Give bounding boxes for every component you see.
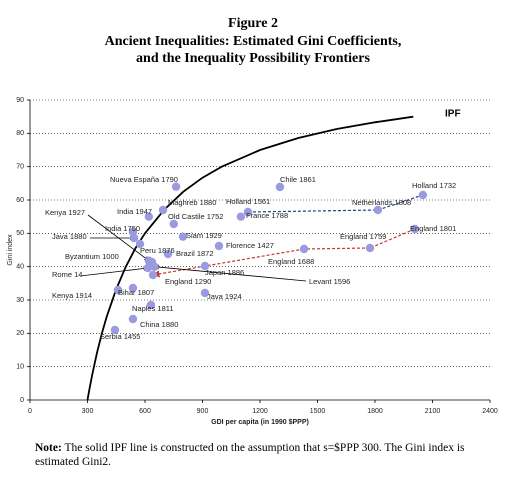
note: Note: The solid IPF line is constructed …: [35, 441, 485, 469]
trend-line: [304, 247, 371, 250]
point: [178, 232, 188, 241]
ipf-label: IPF: [445, 109, 461, 120]
point-label: Levant 1596: [309, 277, 350, 286]
point: [150, 262, 159, 271]
trend-line: [377, 194, 424, 211]
annotation-arrow: [79, 266, 149, 277]
point-label: Maghreb 1880: [168, 198, 216, 207]
point-label: Old Castile 1752: [168, 212, 223, 221]
point: [144, 212, 154, 221]
x-tick-label: 900: [197, 408, 209, 415]
point-label: England 1290: [165, 277, 211, 286]
point-label: Byzantium 1000: [65, 252, 119, 261]
y-tick-label: 40: [16, 264, 24, 271]
point: [163, 249, 173, 259]
point-label: Brazil 1872: [176, 249, 214, 258]
trend-line: [369, 228, 416, 249]
point: [143, 263, 153, 273]
point-label: Chile 1861: [280, 175, 316, 184]
trend-line: [247, 209, 378, 213]
point-label: Rome 14: [52, 270, 82, 279]
annotation-arrow: [154, 264, 307, 282]
chart-subtitle: Ancient Inequalities: Estimated Gini Coe…: [105, 34, 402, 49]
x-tick-label: 1200: [252, 408, 268, 415]
point-label: England 1801: [410, 224, 456, 233]
chart: Figure 2 Ancient Inequalities: Estimated…: [7, 16, 498, 426]
point-label: England 1688: [268, 257, 314, 266]
point: [128, 314, 138, 324]
annotation-arrow: [87, 214, 150, 261]
point: [373, 205, 383, 215]
point-label: China 1880: [140, 320, 178, 329]
y-tick-label: 50: [16, 230, 24, 237]
chart-subtitle: and the Inequality Possibility Frontiers: [136, 51, 370, 66]
point: [243, 207, 253, 217]
point-label: Serbia 1455: [100, 332, 140, 341]
point-label: Bihar 1807: [118, 288, 154, 297]
x-tick-label: 1500: [310, 408, 326, 415]
x-axis-label: GDI per capita (in 1990 $PPP): [211, 419, 309, 426]
point-label: Peru 1876: [140, 246, 175, 255]
point: [214, 241, 224, 251]
trend-line: [152, 248, 305, 278]
point-label: Netherlands 1808: [352, 198, 411, 207]
point-label: Holland 1561: [226, 197, 270, 206]
point: [418, 190, 428, 200]
x-tick-label: 300: [82, 408, 94, 415]
point-label: Java 1880: [52, 232, 87, 241]
point: [110, 325, 120, 335]
point-label: India 1750: [105, 224, 140, 233]
point: [146, 300, 156, 310]
y-tick-label: 80: [16, 130, 24, 137]
y-tick-label: 20: [16, 330, 24, 337]
point: [275, 182, 285, 192]
point-label: Kenya 1914: [52, 291, 92, 300]
y-tick-label: 70: [16, 164, 24, 171]
point-label: Japan 1886: [205, 268, 244, 277]
ipf-line: [86, 115, 414, 401]
point: [410, 224, 420, 234]
point: [129, 233, 139, 243]
point: [200, 261, 210, 271]
y-axis-label: Gini index: [7, 234, 14, 266]
point-label: Florence 1427: [226, 241, 274, 250]
point: [128, 283, 138, 293]
x-tick-label: 2400: [482, 408, 498, 415]
note-label: Note:: [35, 442, 62, 454]
x-tick-label: 2100: [425, 408, 441, 415]
point-label: Kenya 1927: [45, 208, 85, 217]
point-label: Nueva España 1790: [110, 175, 178, 184]
point: [236, 212, 246, 221]
y-tick-label: 10: [16, 364, 24, 371]
y-tick-label: 0: [20, 397, 24, 404]
point: [158, 205, 168, 215]
y-tick-label: 30: [16, 297, 24, 304]
x-tick-label: 1800: [367, 408, 383, 415]
chart-title: Figure 2: [228, 16, 278, 31]
x-tick-label: 0: [28, 408, 32, 415]
point: [171, 182, 181, 191]
point: [299, 244, 309, 254]
point-label: Siam 1929: [186, 231, 222, 240]
point-label: Holland 1732: [412, 181, 456, 190]
point: [200, 288, 210, 298]
y-tick-label: 90: [16, 97, 24, 104]
point-label: Java 1924: [207, 292, 242, 301]
point: [135, 239, 145, 249]
note-text: The solid IPF line is constructed on the…: [35, 442, 465, 468]
point-label: France 1788: [246, 211, 288, 220]
y-tick-label: 60: [16, 197, 24, 204]
point-label: Naples 1811: [132, 304, 174, 313]
point: [148, 270, 158, 280]
point-label: India 1947: [117, 207, 152, 216]
point-label: England 1759: [340, 232, 386, 241]
point: [365, 243, 375, 253]
point: [169, 219, 178, 229]
point: [113, 285, 123, 295]
x-tick-label: 600: [139, 408, 151, 415]
